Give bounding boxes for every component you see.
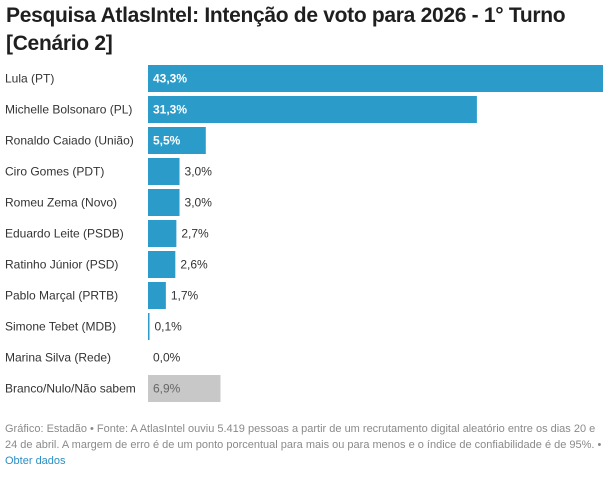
- value-label: 0,1%: [155, 320, 183, 334]
- get-data-link[interactable]: Obter dados: [5, 455, 66, 467]
- category-label: Lula (PT): [5, 72, 54, 86]
- value-label: 6,9%: [153, 382, 181, 396]
- bar-row: Marina Silva (Rede) 0,0%: [5, 351, 181, 365]
- category-label: Michelle Bolsonaro (PL): [5, 103, 132, 117]
- bar: [148, 282, 166, 309]
- bar: [148, 251, 176, 278]
- bar-row: Pablo Marçal (PRTB) 1,7%: [5, 282, 199, 309]
- chart-footer: Gráfico: Estadão • Fonte: A AtlasIntel o…: [5, 421, 610, 469]
- value-label: 1,7%: [171, 289, 199, 303]
- category-label: Eduardo Leite (PSDB): [5, 227, 124, 241]
- value-label: 43,3%: [153, 72, 187, 86]
- bar-chart: Lula (PT) 43,3% Michelle Bolsonaro (PL) 31,…: [5, 65, 603, 402]
- category-label: Branco/Nulo/Não sabem: [5, 382, 136, 396]
- category-label: Simone Tebet (MDB): [5, 320, 116, 334]
- bar-row: Eduardo Leite (PSDB) 2,7%: [5, 220, 209, 247]
- value-label: 2,7%: [181, 227, 209, 241]
- category-label: Ratinho Júnior (PSD): [5, 258, 118, 272]
- category-label: Romeu Zema (Novo): [5, 196, 117, 210]
- bar-row: Romeu Zema (Novo) 3,0%: [5, 189, 212, 216]
- value-label: 31,3%: [153, 103, 187, 117]
- category-label: Ciro Gomes (PDT): [5, 165, 104, 179]
- chart-source: Fonte: A AtlasIntel ouviu 5.419 pessoas …: [5, 423, 596, 451]
- bar-row: Ciro Gomes (PDT) 3,0%: [5, 158, 212, 185]
- value-label: 0,0%: [153, 351, 181, 365]
- separator-1: •: [86, 423, 97, 435]
- bar-row: Ratinho Júnior (PSD) 2,6%: [5, 251, 208, 278]
- bar-row: Ronaldo Caiado (União) 5,5%: [5, 127, 206, 154]
- bar: [148, 313, 150, 340]
- chart-credit: Gráfico: Estadão: [5, 423, 87, 435]
- bar-row: Simone Tebet (MDB) 0,1%: [5, 313, 182, 340]
- bar: [148, 96, 477, 123]
- value-label: 3,0%: [185, 165, 213, 179]
- bar: [148, 220, 177, 247]
- category-label: Marina Silva (Rede): [5, 351, 111, 365]
- chart-title: Pesquisa AtlasIntel: Intenção de voto pa…: [6, 4, 566, 55]
- bar: [148, 189, 180, 216]
- bar: [148, 127, 206, 154]
- bar: [148, 65, 603, 92]
- value-label: 5,5%: [153, 134, 181, 148]
- category-label: Pablo Marçal (PRTB): [5, 289, 118, 303]
- separator-2: •: [594, 439, 602, 451]
- category-label: Ronaldo Caiado (União): [5, 134, 134, 148]
- bar: [148, 158, 180, 185]
- bar-row: Michelle Bolsonaro (PL) 31,3%: [5, 96, 477, 123]
- value-label: 2,6%: [180, 258, 208, 272]
- bar: [148, 375, 221, 402]
- bar-row: Lula (PT) 43,3%: [5, 65, 603, 92]
- value-label: 3,0%: [185, 196, 213, 210]
- bar-row: Branco/Nulo/Não sabem 6,9%: [5, 375, 221, 402]
